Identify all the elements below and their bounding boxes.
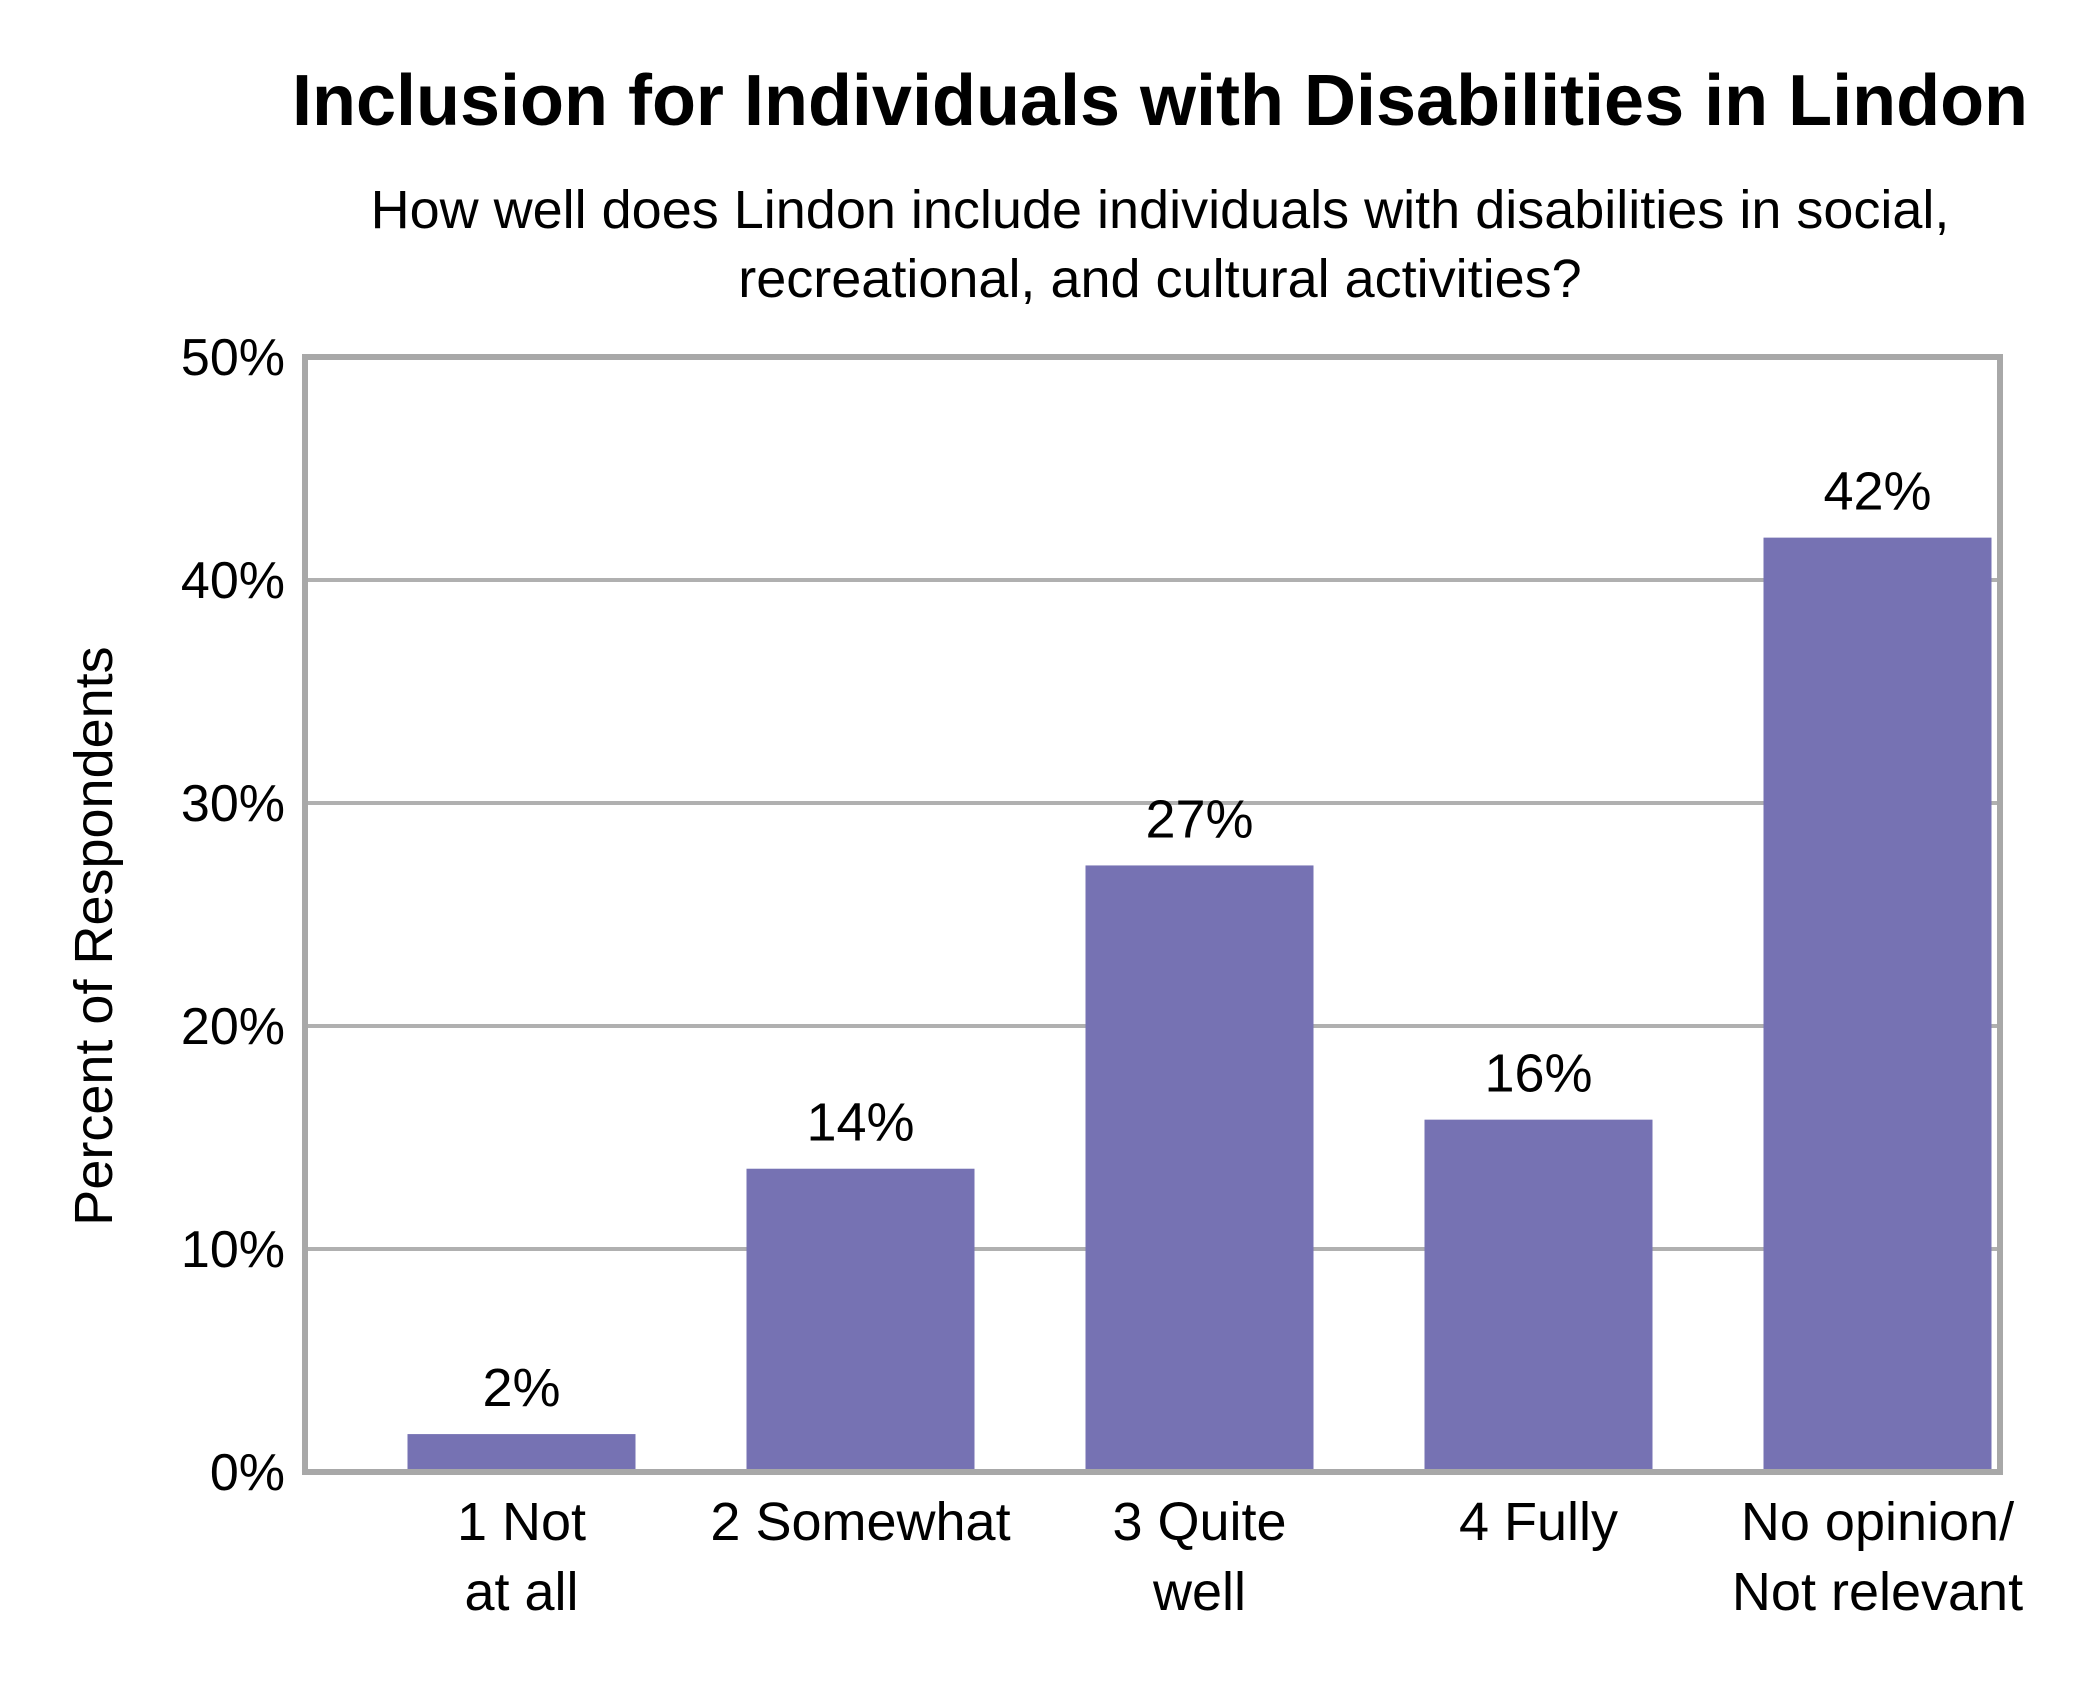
data-label: 42% xyxy=(1823,462,1931,522)
x-tick-label: 3 Quite xyxy=(1112,1492,1286,1552)
x-tick-labels: 1 Not at all 2 Somewhat 3 Quite well 4 Fully N… xyxy=(457,1492,2023,1622)
x-tick-label: at all xyxy=(464,1562,578,1622)
y-tick-label: 0% xyxy=(210,1444,285,1502)
y-tick-label: 10% xyxy=(181,1221,285,1279)
x-tick-label: 2 Somewhat xyxy=(710,1492,1010,1552)
y-tick-label: 30% xyxy=(181,775,285,833)
y-tick-label: 40% xyxy=(181,552,285,610)
bar xyxy=(407,1434,636,1472)
bar xyxy=(1424,1119,1653,1472)
y-tick-labels: 0% 10% 20% 30% 40% 50% xyxy=(181,329,285,1502)
x-tick-label: 4 Fully xyxy=(1459,1492,1618,1552)
chart-subtitle-line-1: How well does Lindon include individuals… xyxy=(371,180,1950,240)
data-labels: 2% 14% 27% 16% 42% xyxy=(482,462,1931,1418)
x-tick-label: well xyxy=(1152,1562,1246,1622)
data-label: 14% xyxy=(806,1093,914,1153)
bar xyxy=(1763,537,1992,1472)
bars xyxy=(407,537,1992,1472)
data-label: 27% xyxy=(1145,789,1253,849)
data-label: 16% xyxy=(1484,1044,1592,1104)
y-tick-label: 50% xyxy=(181,329,285,387)
chart-title: Inclusion for Individuals with Disabilit… xyxy=(292,61,2028,141)
bar xyxy=(746,1168,975,1472)
x-tick-label: Not relevant xyxy=(1732,1562,2023,1622)
data-label: 2% xyxy=(482,1358,560,1418)
x-tick-label: No opinion/ xyxy=(1741,1492,2014,1552)
plot-frame xyxy=(302,354,2003,1475)
y-tick-label: 20% xyxy=(181,998,285,1056)
y-axis-label: Percent of Respondents xyxy=(64,646,124,1225)
chart-subtitle-line-2: recreational, and cultural activities? xyxy=(738,249,1581,309)
x-tick-label: 1 Not xyxy=(457,1492,586,1552)
bar xyxy=(1085,865,1314,1472)
